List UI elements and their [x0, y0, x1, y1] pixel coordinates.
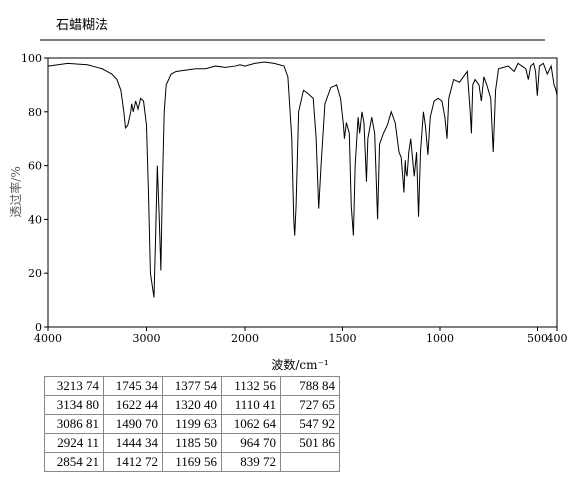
- table-cell: 3134 80: [44, 395, 104, 415]
- plot-frame: [47, 57, 558, 328]
- x-tick-label: 2000: [231, 332, 259, 345]
- table-cell: 1110 41: [221, 395, 281, 415]
- table-cell: 1412 72: [103, 452, 163, 472]
- x-tick-label: 3000: [132, 332, 160, 345]
- table-cell: [280, 452, 340, 472]
- y-tick-label: 80: [28, 106, 42, 119]
- table-cell: 1062 64: [221, 414, 281, 434]
- table-row: 3213 74 1745 34 1377 54 1132 56 788 84: [44, 376, 340, 396]
- table-cell: 839 72: [221, 452, 281, 472]
- y-axis-label: 透过率/%: [8, 166, 23, 217]
- x-tick-label: 500: [527, 332, 548, 345]
- table-cell: 1490 70: [103, 414, 163, 434]
- table-cell: 788 84: [280, 376, 340, 396]
- y-tick-label: 0: [35, 321, 42, 334]
- table-cell: 2924 11: [44, 433, 104, 453]
- table-row: 2854 21 1412 72 1169 56 839 72: [44, 452, 340, 472]
- y-tick-label: 100: [21, 52, 42, 65]
- table-row: 3134 80 1622 44 1320 40 1110 41 727 65: [44, 395, 340, 415]
- table-row: 2924 11 1444 34 1185 50 964 70 501 86: [44, 433, 340, 453]
- x-tick-label: 1000: [426, 332, 454, 345]
- x-tick-label: 400: [547, 332, 568, 345]
- table-cell: 1185 50: [162, 433, 222, 453]
- y-tick-label: 40: [28, 213, 42, 226]
- table-cell: 1377 54: [162, 376, 222, 396]
- table-cell: 3213 74: [44, 376, 104, 396]
- x-tick-label: 4000: [34, 332, 62, 345]
- table-cell: 547 92: [280, 414, 340, 434]
- table-cell: 727 65: [280, 395, 340, 415]
- chart-title: 石蜡糊法: [56, 17, 108, 33]
- x-axis-label: 波数/cm⁻¹: [271, 357, 328, 372]
- y-tick-label: 20: [28, 267, 42, 280]
- table-cell: 1444 34: [103, 433, 163, 453]
- table-cell: 2854 21: [44, 452, 104, 472]
- table-cell: 1622 44: [103, 395, 163, 415]
- table-cell: 3086 81: [44, 414, 104, 434]
- x-tick-label: 1500: [328, 332, 356, 345]
- table-cell: 1199 63: [162, 414, 222, 434]
- table-cell: 501 86: [280, 433, 340, 453]
- table-cell: 1132 56: [221, 376, 281, 396]
- table-cell: 1745 34: [103, 376, 163, 396]
- table-cell: 1169 56: [162, 452, 222, 472]
- y-tick-label: 60: [28, 160, 42, 173]
- table-cell: 1320 40: [162, 395, 222, 415]
- table-row: 3086 81 1490 70 1199 63 1062 64 547 92: [44, 414, 340, 434]
- peak-table: 3213 74 1745 34 1377 54 1132 56 788 84 3134 8…: [44, 376, 340, 472]
- spectrum-line: [47, 61, 558, 298]
- table-cell: 964 70: [221, 433, 281, 453]
